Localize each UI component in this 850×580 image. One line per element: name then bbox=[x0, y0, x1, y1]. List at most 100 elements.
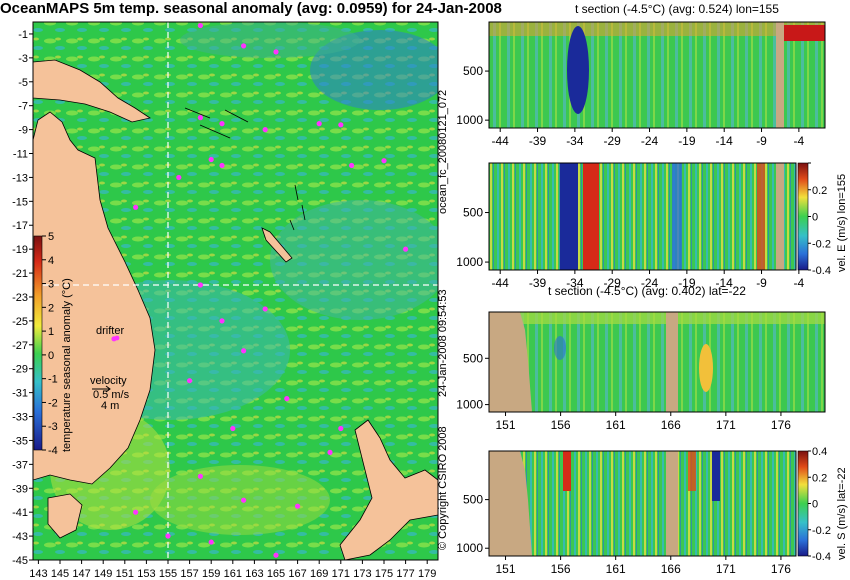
drifter-marker bbox=[262, 127, 268, 133]
section-x-tick-label: -44 bbox=[492, 276, 510, 290]
t-section-lat-warm-core bbox=[699, 344, 713, 392]
vanuatu-islands bbox=[289, 184, 306, 231]
drifter-marker bbox=[316, 121, 322, 127]
map-x-tick-label: 179 bbox=[418, 568, 436, 580]
section-y-tick-label: 500 bbox=[463, 64, 483, 78]
map-x-tick-label: 167 bbox=[288, 568, 306, 580]
map-x-tick-label: 145 bbox=[51, 568, 69, 580]
new-guinea-land bbox=[33, 59, 152, 123]
section-ticks: -44 -39 -34 -29 -24 -19 -14 -9 -4 500 1000 -44 -39 -3… bbox=[456, 64, 831, 576]
t-section-lon-field bbox=[489, 22, 825, 128]
map-y-tick-label: -43 bbox=[12, 531, 28, 543]
main-title: OceanMAPS 5m temp. seasonal anomaly (avg… bbox=[0, 0, 502, 17]
colorbar-tick-label: 5 bbox=[48, 231, 54, 243]
t-section-lat-frame bbox=[488, 311, 826, 413]
section-y-tick-label: 1000 bbox=[456, 541, 483, 555]
colorbar-tick-label: 1 bbox=[48, 326, 54, 338]
section-x-tick-label: -39 bbox=[529, 134, 547, 148]
section-x-tick-label: 156 bbox=[551, 562, 571, 576]
section-x-tick-label: -24 bbox=[641, 134, 659, 148]
drifter-marker bbox=[349, 162, 355, 169]
t-section-lat-panel bbox=[488, 311, 826, 413]
section-y-tick-label: 1000 bbox=[456, 113, 483, 127]
map-x-tick-label: 159 bbox=[202, 568, 220, 580]
map-x-tick-label: 177 bbox=[396, 568, 414, 580]
section-x-tick-label: -29 bbox=[604, 276, 622, 290]
cool-anomaly-region bbox=[270, 200, 438, 320]
u-section-lon-eastward-band bbox=[757, 163, 765, 270]
map-frame bbox=[32, 21, 439, 561]
velocity-colorbar-tick-label: 0 bbox=[812, 499, 818, 511]
t-section-lon-warm-patch bbox=[784, 25, 825, 41]
map-x-tick-label: 169 bbox=[310, 568, 328, 580]
map-x-tick-label: 157 bbox=[180, 568, 198, 580]
drifter-marker bbox=[219, 162, 225, 169]
section-x-tick-label: -9 bbox=[756, 276, 767, 290]
vel-s-colorbar bbox=[797, 450, 809, 557]
cool-anomaly-region bbox=[180, 22, 360, 58]
warm-anomaly-region bbox=[150, 465, 330, 535]
drifter-marker bbox=[197, 22, 203, 29]
drifter-marker bbox=[273, 49, 279, 55]
drifter-marker bbox=[208, 539, 214, 545]
map-y-tick-label: -31 bbox=[12, 388, 28, 400]
map-x-tick-label: 175 bbox=[375, 568, 393, 580]
u-section-lon-strong-eastward bbox=[583, 163, 599, 270]
tasmania-land bbox=[47, 493, 83, 539]
t-section-lat-land bbox=[489, 312, 532, 412]
map-x-tick-label: 151 bbox=[116, 568, 134, 580]
velocity-colorbar-tick-label: 0 bbox=[812, 212, 818, 224]
new-zealand-land bbox=[339, 419, 438, 560]
map-x-tick-label: 171 bbox=[332, 568, 350, 580]
drifter-marker bbox=[273, 552, 279, 558]
section-x-tick-label: 176 bbox=[771, 418, 791, 432]
map-y-tick-label: -17 bbox=[12, 220, 28, 232]
velocity-colorbar-tick-label: 0.2 bbox=[812, 472, 827, 484]
colorbar-tick-label: 4 bbox=[48, 255, 54, 267]
v-section-lat-land bbox=[489, 451, 532, 556]
section-x-tick-label: 156 bbox=[551, 418, 571, 432]
section-y-tick-label: 500 bbox=[463, 206, 483, 220]
drifter-marker bbox=[133, 509, 139, 515]
map-x-tick-label: 161 bbox=[224, 568, 242, 580]
drifter-marker bbox=[219, 318, 225, 324]
map-y-tick-label: -29 bbox=[12, 364, 28, 376]
drifter-marker bbox=[338, 122, 344, 128]
colorbar-tick-label: -3 bbox=[48, 421, 58, 433]
section-x-tick-label: -34 bbox=[566, 134, 584, 148]
section-x-tick-label: -4 bbox=[794, 276, 805, 290]
map-y-tick-label: -33 bbox=[12, 412, 28, 424]
colorbar-label: temperature seasonal anomaly (°C) bbox=[61, 278, 73, 452]
velocity-legend-value: 0.5 m/s bbox=[93, 389, 130, 401]
t-section-lon-panel bbox=[488, 21, 826, 129]
drifter-legend-marker bbox=[114, 335, 120, 341]
map-colorbar: 5 4 3 2 1 0 -1 -2 -3 -4 temperature seasonal anom… bbox=[33, 231, 73, 457]
drifter-marker bbox=[133, 204, 139, 210]
section-x-tick-label: -34 bbox=[566, 276, 584, 290]
map-y-tick-label: -19 bbox=[12, 244, 28, 256]
velocity-colorbar-tick-label: -0.2 bbox=[812, 525, 831, 537]
map-y-tick-label: -1 bbox=[18, 29, 28, 41]
solomon-islands bbox=[184, 107, 249, 139]
drifter-marker bbox=[327, 449, 333, 455]
u-section-lon-panel: vel. E (m/s) lon=155 bbox=[488, 162, 848, 272]
drifter-marker bbox=[208, 156, 214, 163]
section-x-tick-label: 176 bbox=[771, 562, 791, 576]
drifter-marker bbox=[165, 533, 171, 539]
map-x-tick-label: 153 bbox=[137, 568, 155, 580]
map-x-tick-label: 155 bbox=[159, 568, 177, 580]
map-y-tick-label: -37 bbox=[12, 459, 28, 471]
australia-land bbox=[33, 111, 156, 485]
map-y-tick-label: -27 bbox=[12, 340, 28, 352]
drifter-marker bbox=[262, 306, 268, 312]
t-section-lon-cold-core bbox=[567, 26, 589, 114]
section-x-tick-label: -19 bbox=[678, 276, 696, 290]
u-section-lon-land bbox=[776, 163, 784, 270]
section-y-tick-label: 500 bbox=[463, 351, 483, 365]
section-x-tick-label: -4 bbox=[794, 134, 805, 148]
section-y-tick-label: 500 bbox=[463, 493, 483, 507]
section-x-tick-label: -14 bbox=[716, 276, 734, 290]
drifter-marker bbox=[197, 282, 203, 288]
t-section-lat-surface-layer bbox=[489, 312, 825, 324]
map-y-tick-label: -25 bbox=[12, 316, 28, 328]
